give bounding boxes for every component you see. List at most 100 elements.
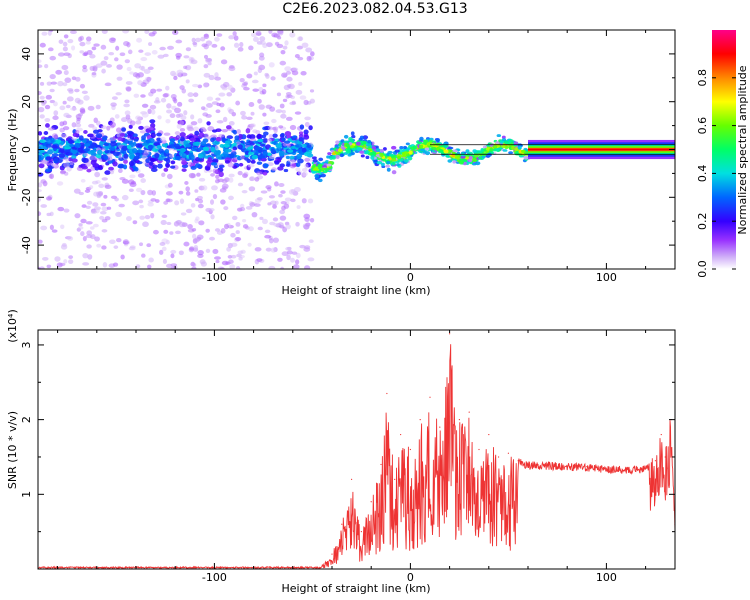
spectrogram-cell (141, 112, 149, 118)
snr-multiplier-label: (x10⁴) (6, 309, 19, 343)
spectrogram-cell (63, 112, 70, 118)
spectrogram-cell (268, 237, 274, 244)
colorbar-tick-label: 0.8 (696, 69, 709, 87)
snr-data-point (409, 448, 411, 451)
snr-data-point (468, 411, 470, 413)
spectrogram-cell (251, 79, 259, 84)
spectrogram-cell (261, 134, 267, 139)
spectrogram-cell (253, 36, 260, 42)
spectrogram-cell (257, 226, 263, 231)
spectrogram-cell (237, 250, 244, 255)
spectrogram-cell (278, 193, 283, 198)
spectrogram-cell (115, 92, 122, 96)
spectrogram-cell (335, 154, 340, 159)
spectrogram-cell (133, 155, 139, 161)
spectrogram-cell (256, 161, 263, 165)
spectrogram-cell (508, 139, 514, 143)
spectrogram-cell (349, 138, 354, 143)
spectrogram-cell (281, 72, 288, 78)
spectrogram-cell (53, 101, 58, 107)
spectrogram-cell (290, 198, 296, 203)
spectrogram-cell (150, 212, 155, 219)
spectrogram-cell (197, 118, 203, 124)
spectrogram-cell (288, 189, 296, 195)
spectrogram-cell (71, 155, 77, 160)
spectrogram-cell (501, 135, 506, 139)
spectrogram-cell (101, 147, 106, 151)
spectrogram-cell (82, 236, 87, 242)
spectrogram-cell (127, 49, 133, 55)
colorbar-tick-label: 0.6 (696, 117, 709, 135)
spectrogram-cell (190, 59, 198, 65)
spectrogram-cell (147, 202, 154, 207)
spectrogram-cell (282, 45, 288, 50)
spectrogram-cell (141, 103, 149, 108)
spectrogram-cell (465, 149, 470, 154)
spectrogram-cell (160, 219, 167, 226)
spectrogram-cell (83, 95, 90, 101)
spectrogram-cell (185, 191, 191, 196)
spectrogram-cell (286, 143, 291, 148)
spectrogram-cell (50, 81, 58, 85)
spectrogram-cell (163, 53, 169, 58)
spectrogram-y-tick-label: 20 (20, 95, 33, 109)
spectrogram-cell (264, 234, 272, 239)
spectrogram-cell (126, 145, 132, 149)
spectrogram-cell (257, 67, 263, 74)
spectrogram-cell (169, 138, 176, 142)
snr-x-tick-label: -100 (202, 571, 227, 584)
spectrogram-cell (170, 143, 175, 149)
spectrogram-cell (215, 109, 221, 114)
spectrogram-cell (72, 132, 78, 138)
spectrogram-cell (399, 145, 404, 150)
spectrogram-cell (220, 228, 226, 234)
spectrogram-cell (176, 219, 182, 226)
spectrogram-cell (65, 104, 71, 109)
spectrogram-cell (332, 155, 337, 159)
spectrogram-cell (306, 55, 312, 62)
spectrogram-cell (211, 43, 218, 48)
spectrogram-cell (91, 149, 97, 154)
spectrogram-cell (263, 121, 270, 125)
spectrogram-cell (187, 92, 194, 98)
spectrogram-cell (110, 146, 116, 151)
spectrogram-cell (365, 143, 372, 147)
spectrogram-cell (226, 135, 234, 140)
snr-y-tick-label: 3 (20, 341, 33, 348)
spectrogram-cell (245, 206, 253, 210)
spectrogram-cell (62, 46, 68, 52)
spectrogram-cell (226, 92, 233, 97)
spectrogram-cell (149, 161, 154, 166)
spectrogram-cell (232, 215, 238, 221)
spectrogram-cell (279, 215, 287, 221)
spectrogram-cell (79, 50, 85, 54)
spectrogram-cell (179, 198, 185, 204)
spectrogram-cell (268, 265, 276, 269)
snr-data-point (586, 466, 588, 468)
spectrogram-cell (58, 39, 64, 44)
snr-y-axis-label: SNR (10 * v/v) (6, 411, 19, 489)
spectrogram-cell (272, 217, 279, 222)
spectrogram-cell (116, 76, 123, 81)
spectrogram-cell (262, 83, 267, 88)
spectrogram-cell (185, 47, 192, 52)
spectrogram-cell (116, 64, 123, 70)
spectrogram-cell (356, 147, 362, 152)
spectrogram-cell (159, 46, 166, 51)
snr-x-tick-label: 0 (407, 571, 414, 584)
spectrogram-cell (447, 159, 453, 163)
spectrogram-y-tick-label: 40 (20, 47, 33, 61)
spectrogram-cell (249, 202, 256, 207)
spectrogram-cell (109, 239, 116, 244)
spectrogram-cell (61, 242, 67, 247)
spectrogram-cell (160, 136, 166, 142)
spectrogram-cell (320, 167, 326, 171)
spectrogram-cell (278, 183, 285, 188)
spectrogram-cell (289, 155, 295, 160)
spectrogram-cell (179, 127, 186, 132)
spectrogram-cell (74, 88, 80, 93)
spectrogram-cell (82, 252, 89, 259)
spectrogram-cell (228, 108, 235, 115)
spectrogram-cell (285, 246, 292, 251)
spectrogram-cell (139, 130, 147, 134)
